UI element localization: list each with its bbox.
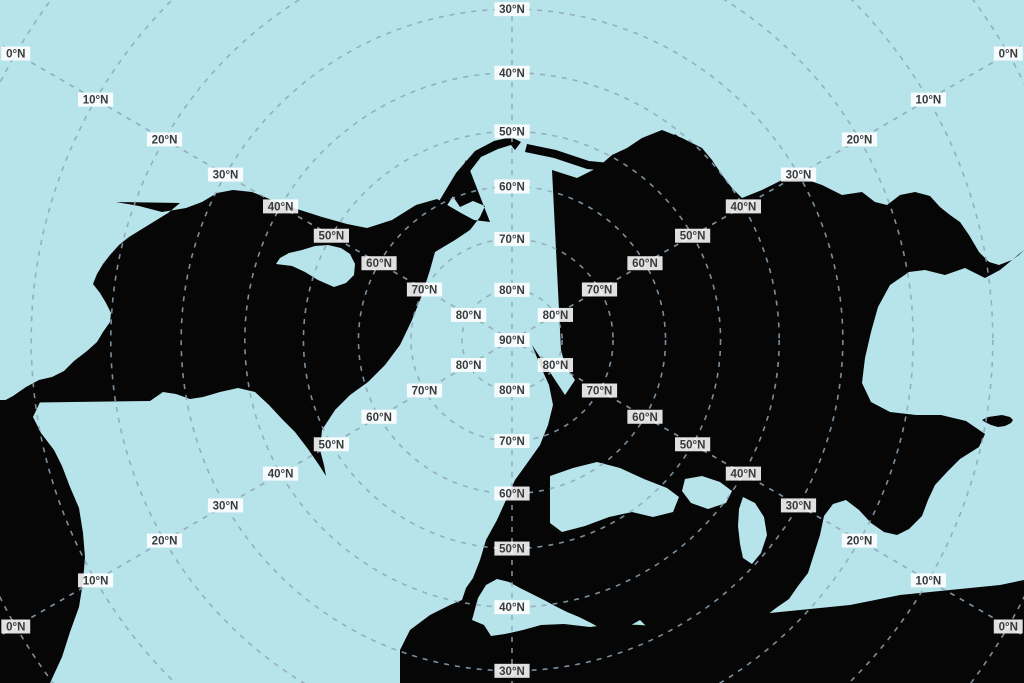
svg-text:40°N: 40°N: [268, 469, 294, 481]
svg-text:70°N: 70°N: [412, 284, 438, 296]
svg-text:40°N: 40°N: [731, 201, 757, 213]
svg-text:0°N: 0°N: [6, 622, 25, 634]
svg-text:60°N: 60°N: [366, 258, 392, 270]
svg-text:30°N: 30°N: [499, 4, 525, 16]
svg-text:50°N: 50°N: [319, 231, 345, 243]
svg-text:60°N: 60°N: [499, 181, 525, 193]
svg-text:60°N: 60°N: [632, 258, 658, 270]
svg-text:70°N: 70°N: [587, 386, 613, 398]
svg-text:80°N: 80°N: [456, 360, 482, 372]
svg-text:40°N: 40°N: [499, 602, 525, 614]
svg-text:60°N: 60°N: [499, 489, 525, 501]
svg-text:50°N: 50°N: [499, 126, 525, 138]
svg-text:90°N: 90°N: [499, 335, 525, 347]
svg-text:60°N: 60°N: [632, 412, 658, 424]
svg-text:40°N: 40°N: [499, 68, 525, 80]
svg-text:10°N: 10°N: [916, 575, 942, 587]
svg-text:20°N: 20°N: [152, 134, 178, 146]
svg-text:80°N: 80°N: [543, 310, 569, 322]
svg-text:30°N: 30°N: [786, 170, 812, 182]
svg-text:0°N: 0°N: [999, 49, 1018, 61]
svg-text:80°N: 80°N: [456, 310, 482, 322]
svg-text:60°N: 60°N: [366, 412, 392, 424]
svg-text:80°N: 80°N: [499, 285, 525, 297]
svg-text:50°N: 50°N: [680, 231, 706, 243]
svg-text:30°N: 30°N: [213, 500, 239, 512]
svg-text:70°N: 70°N: [499, 234, 525, 246]
svg-text:0°N: 0°N: [999, 622, 1018, 634]
svg-text:10°N: 10°N: [83, 575, 109, 587]
svg-text:50°N: 50°N: [680, 439, 706, 451]
svg-text:20°N: 20°N: [847, 536, 873, 548]
svg-text:80°N: 80°N: [499, 385, 525, 397]
svg-text:70°N: 70°N: [587, 284, 613, 296]
svg-text:50°N: 50°N: [499, 544, 525, 556]
svg-text:40°N: 40°N: [731, 469, 757, 481]
svg-text:10°N: 10°N: [83, 95, 109, 107]
svg-text:80°N: 80°N: [543, 360, 569, 372]
svg-text:70°N: 70°N: [412, 386, 438, 398]
svg-text:30°N: 30°N: [213, 170, 239, 182]
svg-text:30°N: 30°N: [499, 666, 525, 678]
svg-text:70°N: 70°N: [499, 436, 525, 448]
svg-text:20°N: 20°N: [152, 536, 178, 548]
svg-text:20°N: 20°N: [847, 134, 873, 146]
svg-text:50°N: 50°N: [319, 439, 345, 451]
svg-text:30°N: 30°N: [786, 500, 812, 512]
svg-text:40°N: 40°N: [268, 201, 294, 213]
svg-text:0°N: 0°N: [6, 49, 25, 61]
svg-text:10°N: 10°N: [916, 95, 942, 107]
